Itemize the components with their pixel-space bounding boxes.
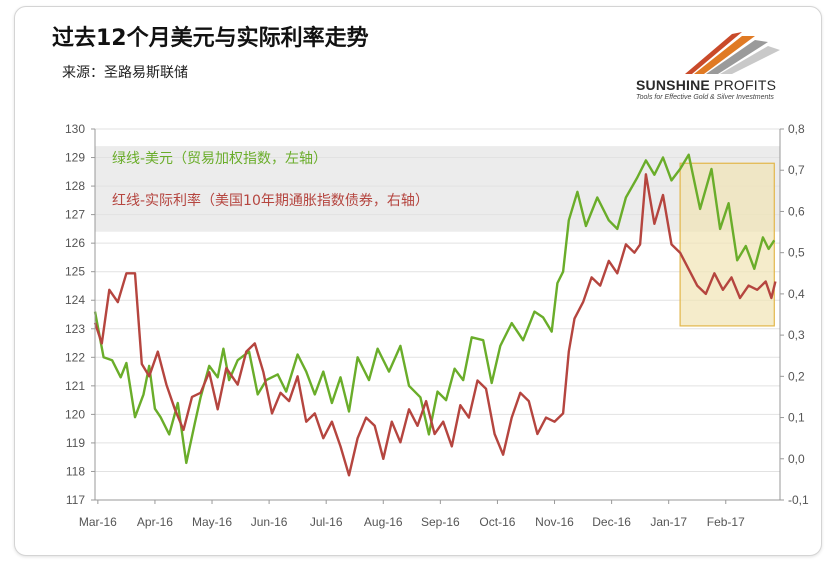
page-title: 过去12个月美元与实际利率走势 — [52, 26, 369, 51]
right-tick-label: 0,4 — [788, 287, 805, 301]
source-note: 来源：圣路易斯联储 — [62, 65, 188, 81]
x-tick-label: Apr-16 — [137, 515, 173, 529]
x-tick-label: Jul-16 — [310, 515, 343, 529]
chart-axes: 117 118 119 120 121 122 123 124 125 126 127 128 129 1… — [65, 122, 809, 529]
right-tick-label: 0,5 — [788, 246, 805, 260]
left-tick-label: 127 — [65, 208, 85, 222]
logo-tagline: Tools for Effective Gold & Silver Invest… — [636, 94, 774, 101]
x-tick-label: Nov-16 — [535, 515, 574, 529]
legend-usd: 绿线-美元（贸易加权指数，左轴） — [112, 151, 327, 167]
left-tick-label: 119 — [66, 436, 85, 450]
left-tick-label: 120 — [65, 407, 85, 421]
left-tick-label: 117 — [66, 493, 85, 507]
x-tick-label: Feb-17 — [707, 515, 745, 529]
right-tick-label: 0,7 — [788, 163, 805, 177]
x-tick-label: Aug-16 — [364, 515, 403, 529]
left-tick-label: 125 — [65, 265, 85, 279]
left-tick-label: 121 — [65, 379, 85, 393]
sunshine-profits-logo-icon — [685, 32, 780, 74]
logo-name-light: PROFITS — [714, 77, 777, 93]
x-tick-label: May-16 — [192, 515, 232, 529]
x-tick-label: Jun-16 — [251, 515, 288, 529]
x-tick-label: Mar-16 — [79, 515, 117, 529]
x-tick-label: Oct-16 — [479, 515, 515, 529]
right-tick-label: 0,1 — [788, 411, 805, 425]
right-tick-label: 0,6 — [788, 204, 805, 218]
right-tick-label: 0,3 — [788, 328, 805, 342]
right-tick-label: 0,2 — [788, 369, 805, 383]
right-tick-label: 0,0 — [788, 452, 805, 466]
chart-grid — [95, 128, 780, 501]
left-tick-label: 123 — [65, 322, 85, 336]
x-tick-label: Sep-16 — [421, 515, 460, 529]
x-tick-label: Jan-17 — [650, 515, 687, 529]
left-tick-label: 122 — [65, 350, 85, 364]
series-lines — [93, 153, 777, 477]
x-tick-label: Dec-16 — [592, 515, 631, 529]
left-tick-label: 118 — [66, 464, 85, 478]
real-rate-line — [93, 173, 777, 477]
logo-name-bold: SUNSHINE — [636, 77, 710, 93]
usd-index-line — [93, 153, 776, 465]
logo-name: SUNSHINE PROFITS — [636, 77, 776, 93]
right-tick-label: 0,8 — [788, 122, 805, 136]
left-tick-label: 126 — [65, 236, 85, 250]
left-tick-label: 130 — [65, 122, 85, 136]
right-tick-label: -0,1 — [788, 493, 809, 507]
legend-real-rate: 红线-实际利率（美国10年期通胀指数债券，右轴） — [112, 192, 429, 209]
left-tick-label: 129 — [65, 151, 85, 165]
left-tick-label: 124 — [65, 293, 85, 307]
left-tick-label: 128 — [65, 179, 85, 193]
